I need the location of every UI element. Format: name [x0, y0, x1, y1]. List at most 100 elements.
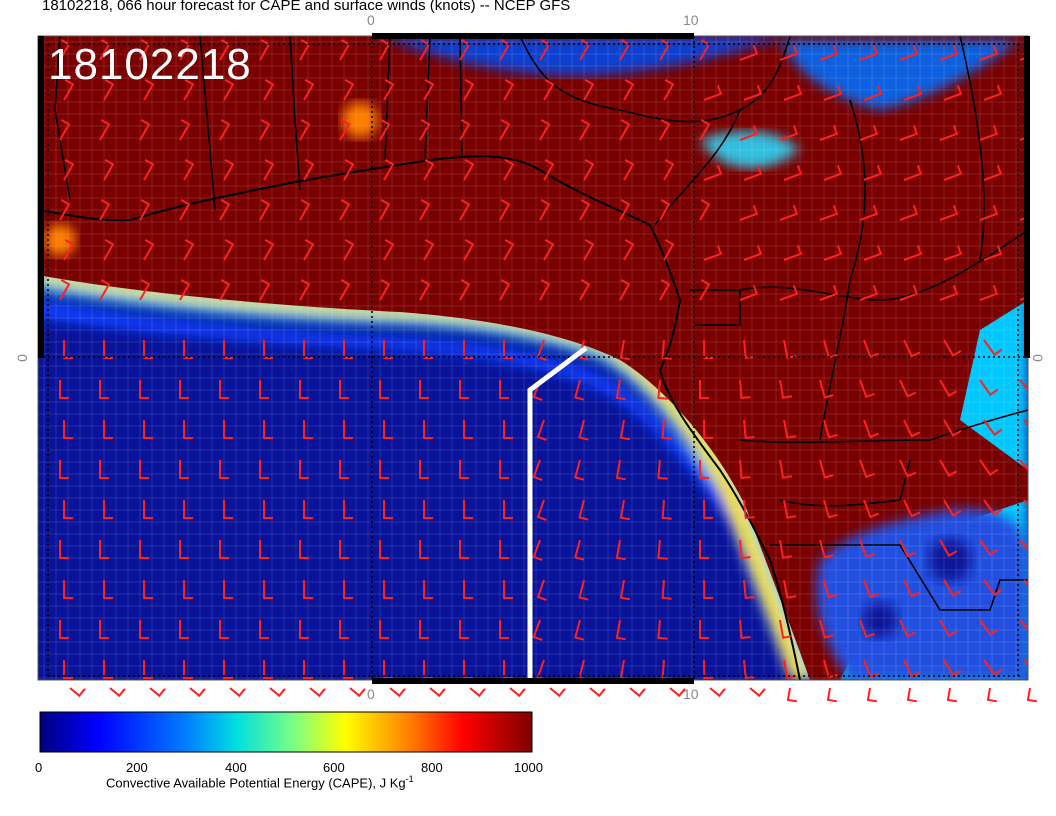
wind-barb — [583, 79, 595, 101]
wind-barb — [459, 620, 469, 639]
wind-barb — [979, 285, 999, 301]
fine-grid — [38, 36, 1028, 680]
wind-barb — [463, 340, 473, 359]
map-title: 18102218, 066 hour forecast for CAPE and… — [42, 0, 571, 14]
wind-barb — [383, 239, 395, 261]
wind-barb — [903, 579, 921, 598]
wind-barb — [899, 459, 917, 478]
wind-barb — [619, 199, 631, 221]
wind-barb — [99, 119, 111, 141]
wind-barb — [739, 619, 751, 639]
wind-barb — [183, 580, 193, 599]
wind-barb — [343, 159, 355, 181]
wind-barb — [939, 45, 959, 61]
wind-barb — [819, 205, 839, 221]
wind-barb — [499, 279, 511, 301]
wind-barb — [143, 660, 153, 679]
wind-barb — [979, 539, 999, 557]
colorbar-frame — [39, 711, 533, 753]
wind-barb — [578, 579, 589, 601]
wind-barb — [343, 79, 355, 101]
wind-barb — [783, 85, 803, 101]
wind-barb — [263, 500, 273, 519]
wind-barb — [1019, 379, 1028, 392]
wind-barb — [657, 539, 668, 560]
wind-barb — [619, 339, 631, 361]
wind-barb — [543, 79, 555, 101]
wind-barb — [59, 620, 69, 639]
wind-barb — [903, 659, 921, 678]
wind-barb — [379, 460, 389, 479]
wind-barb — [743, 419, 755, 439]
wind-barb — [139, 380, 149, 399]
wind-barb — [979, 459, 999, 477]
wind-barb — [499, 540, 509, 559]
wind-barbs-outer — [69, 687, 1037, 703]
wind-barb — [63, 79, 75, 101]
wind-barb — [99, 460, 109, 479]
wind-barb — [139, 540, 149, 559]
wind-barb — [739, 125, 759, 141]
wind-barb — [383, 580, 393, 599]
wind-barb — [703, 419, 714, 440]
wind-barb — [983, 419, 1003, 437]
wind-barb-outer — [189, 687, 206, 698]
wind-barb — [939, 539, 958, 557]
wind-barb — [574, 379, 585, 401]
wind-barb — [819, 285, 839, 301]
wind-barb — [899, 379, 917, 398]
wind-barb — [983, 659, 1003, 677]
wind-barb — [1019, 539, 1028, 552]
southeast-low-cape-core — [928, 538, 972, 582]
wind-barb — [299, 460, 309, 479]
wind-barb — [263, 239, 275, 261]
top-axis-bar — [372, 33, 694, 39]
wind-barb — [63, 340, 73, 359]
wind-barb — [303, 159, 315, 181]
wind-barb — [499, 199, 511, 221]
wind-barb — [703, 339, 714, 360]
north-low-cape-patch — [380, 36, 790, 76]
wind-barb — [661, 579, 672, 600]
bottom-axis-bar — [372, 678, 694, 684]
left-axis-bar — [38, 36, 44, 358]
wind-barb — [379, 119, 391, 141]
wind-barb — [499, 460, 509, 479]
colorbar-title-unit-exponent: -1 — [405, 774, 414, 784]
wind-barb-outer — [826, 687, 837, 703]
wind-barb — [463, 159, 475, 181]
wind-barb — [661, 419, 672, 440]
wind-barb — [139, 620, 149, 639]
wind-barb — [819, 45, 839, 61]
wind-barb — [339, 620, 349, 639]
wind-barb-outer — [509, 687, 526, 698]
wind-barb — [379, 279, 391, 301]
wind-barb — [59, 279, 71, 301]
wind-barb — [939, 619, 958, 637]
wind-barb — [615, 539, 626, 561]
wind-barb — [499, 620, 509, 639]
wind-barb — [823, 499, 838, 519]
wind-barb — [823, 85, 843, 101]
wind-barb-outer — [866, 687, 877, 703]
wind-barb-outer — [349, 687, 366, 698]
wind-barb — [423, 580, 433, 599]
wind-barb — [63, 420, 73, 439]
wind-barb-outer — [109, 687, 126, 698]
wind-barb — [179, 380, 189, 399]
wind-barb — [623, 159, 635, 181]
wind-barb-outer — [229, 687, 246, 698]
wind-barb — [619, 119, 631, 141]
wind-barb — [503, 500, 513, 519]
reference-gridlines — [38, 36, 1028, 680]
wind-barb — [859, 125, 879, 141]
wind-barb — [463, 79, 475, 101]
wind-barb — [779, 459, 793, 479]
wind-barb — [574, 619, 585, 641]
wind-barb-outer — [549, 687, 566, 698]
wind-barb — [99, 279, 111, 301]
wind-barb — [863, 85, 883, 101]
wind-barb — [59, 199, 71, 221]
wind-barb-outer — [589, 687, 606, 698]
wind-barb — [779, 379, 793, 399]
